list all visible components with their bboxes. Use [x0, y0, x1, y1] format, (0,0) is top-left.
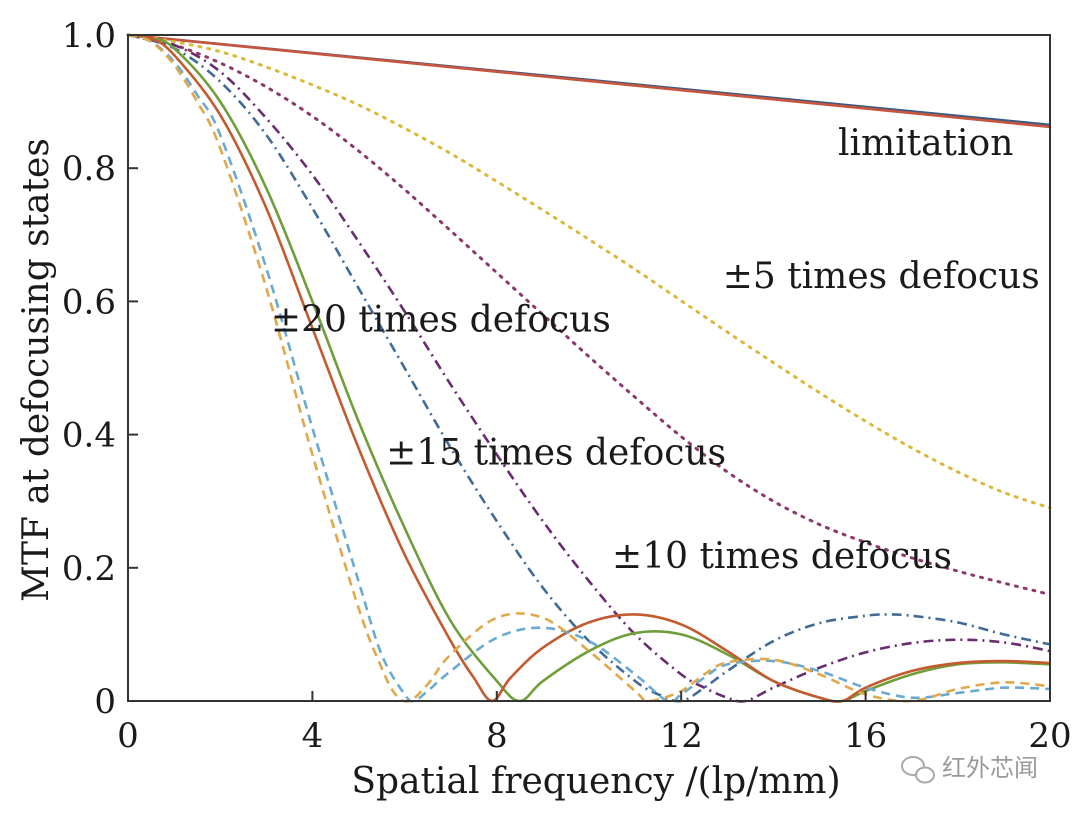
x-tick-label: 8	[486, 716, 508, 756]
annotation-layer: limitation ±5 times defocus ±20 times defo…	[271, 123, 1040, 577]
annotation-pm-10-times-defocus: ±10 times defocus	[612, 536, 952, 577]
y-tick-label: 0	[94, 682, 116, 722]
y-tick-label: 0.6	[62, 282, 116, 322]
x-tick-label: 12	[660, 716, 703, 756]
ticks-layer: 0 4 8 12 16 20 0 0.2 0.4 0.6 0.8 1.0	[62, 16, 1072, 756]
x-tick-label: 4	[302, 716, 324, 756]
series-line-pm-15-times-defocus-green	[127, 33, 1051, 703]
series-line-limitation-orange	[127, 33, 1051, 129]
plot-frame	[127, 34, 1051, 702]
annotation-pm-15-times-defocus: ±15 times defocus	[386, 433, 726, 474]
series-line-pm-20-times-defocus-light-orange	[127, 33, 1051, 703]
wechat-icon	[901, 756, 935, 784]
series-line-pm-20-times-defocus-light-blue	[127, 33, 1051, 704]
series-line-pm-15-times-defocus-orange	[127, 33, 1051, 703]
annotation-pm-5-times-defocus: ±5 times defocus	[723, 256, 1040, 297]
x-tick-label: 0	[117, 716, 139, 756]
series-line-pm-10-times-defocus-blue	[127, 33, 1051, 703]
y-tick-label: 1.0	[62, 16, 116, 56]
annotation-limitation: limitation	[838, 123, 1013, 164]
annotation-pm-20-times-defocus: ±20 times defocus	[271, 299, 611, 340]
x-axis-title: Spatial frequency /(lp/mm)	[351, 761, 840, 802]
series-line-pm-10-times-defocus-purple	[127, 33, 1051, 703]
watermark-text: 红外芯闻	[942, 754, 1038, 782]
series-line-pm-5-times-defocus-purple	[126, 33, 1052, 596]
y-tick-label: 0.8	[62, 149, 116, 189]
x-tick-label: 20	[1028, 716, 1071, 756]
watermark: 红外芯闻	[901, 754, 1038, 784]
y-axis-title: MTF at defocusing states	[16, 138, 57, 602]
y-tick-label: 0.2	[62, 549, 116, 589]
series-layer	[126, 33, 1052, 704]
x-tick-label: 16	[844, 716, 887, 756]
y-tick-label: 0.4	[62, 416, 116, 456]
